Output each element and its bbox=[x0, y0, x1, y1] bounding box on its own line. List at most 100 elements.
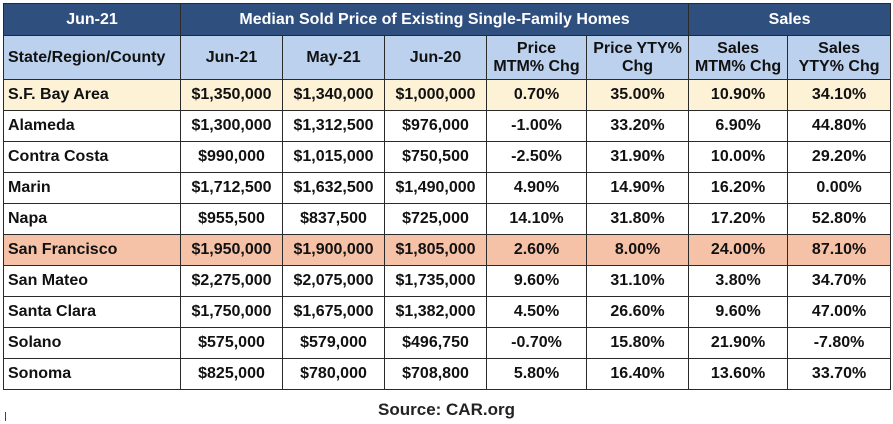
median-price-table: Jun-21 Median Sold Price of Existing Sin… bbox=[3, 3, 892, 390]
value-cell: -7.80% bbox=[787, 327, 892, 359]
value-cell: 9.60% bbox=[688, 296, 789, 328]
value-cell: $1,750,000 bbox=[180, 296, 283, 328]
value-cell: $976,000 bbox=[384, 110, 487, 142]
column-header-5: Price YTY% Chg bbox=[585, 35, 690, 80]
table-row: Napa $955,500 $837,500 $725,000 14.10% 31.80%… bbox=[3, 203, 892, 235]
value-cell: 10.00% bbox=[688, 141, 789, 173]
value-cell: 14.10% bbox=[486, 203, 587, 235]
value-cell: 6.90% bbox=[688, 110, 789, 142]
table-row: Sonoma $825,000 $780,000 $708,800 5.80% 16.40… bbox=[3, 358, 892, 390]
table-row: Contra Costa $990,000 $1,015,000 $750,500 -2… bbox=[3, 141, 892, 173]
value-cell: $1,000,000 bbox=[384, 79, 487, 111]
column-header-3: Jun-20 bbox=[384, 35, 487, 80]
value-cell: $708,800 bbox=[384, 358, 487, 390]
corner-tick-mark bbox=[5, 412, 6, 421]
value-cell: -0.70% bbox=[486, 327, 587, 359]
price-group-header: Median Sold Price of Existing Single-Fam… bbox=[179, 3, 690, 36]
value-cell: $725,000 bbox=[384, 203, 487, 235]
table-row: San Francisco $1,950,000 $1,900,000 $1,805,… bbox=[3, 234, 892, 266]
value-cell: 24.00% bbox=[688, 234, 789, 266]
value-cell: $1,735,000 bbox=[384, 265, 487, 297]
row-label-cell: Contra Costa bbox=[3, 141, 181, 173]
value-cell: $579,000 bbox=[282, 327, 385, 359]
value-cell: $1,340,000 bbox=[282, 79, 385, 111]
column-header-2: May-21 bbox=[282, 35, 385, 80]
value-cell: 8.00% bbox=[585, 234, 690, 266]
value-cell: 0.70% bbox=[486, 79, 587, 111]
row-label-cell: San Francisco bbox=[3, 234, 181, 266]
column-header-4: Price MTM% Chg bbox=[486, 35, 587, 80]
value-cell: 14.90% bbox=[585, 172, 690, 204]
value-cell: 34.70% bbox=[787, 265, 892, 297]
value-cell: 52.80% bbox=[787, 203, 892, 235]
value-cell: 17.20% bbox=[688, 203, 789, 235]
value-cell: $496,750 bbox=[384, 327, 487, 359]
row-label-cell: Sonoma bbox=[3, 358, 181, 390]
value-cell: 34.10% bbox=[787, 79, 892, 111]
value-cell: 16.40% bbox=[585, 358, 690, 390]
value-cell: $1,490,000 bbox=[384, 172, 487, 204]
value-cell: $575,000 bbox=[180, 327, 283, 359]
value-cell: 47.00% bbox=[787, 296, 892, 328]
row-label-cell: Napa bbox=[3, 203, 181, 235]
row-label-cell: San Mateo bbox=[3, 265, 181, 297]
value-cell: $1,300,000 bbox=[180, 110, 283, 142]
value-cell: 15.80% bbox=[585, 327, 690, 359]
value-cell: $2,075,000 bbox=[282, 265, 385, 297]
value-cell: $1,632,500 bbox=[282, 172, 385, 204]
table-row: S.F. Bay Area $1,350,000 $1,340,000 $1,000,… bbox=[3, 79, 892, 111]
value-cell: 10.90% bbox=[688, 79, 789, 111]
value-cell: 3.80% bbox=[688, 265, 789, 297]
table-row: Alameda $1,300,000 $1,312,500 $976,000 -1.00… bbox=[3, 110, 892, 142]
value-cell: $750,500 bbox=[384, 141, 487, 173]
top-period-header: Jun-21 bbox=[3, 3, 181, 36]
value-cell: $1,675,000 bbox=[282, 296, 385, 328]
value-cell: 29.20% bbox=[787, 141, 892, 173]
row-label-cell: Solano bbox=[3, 327, 181, 359]
value-cell: 2.60% bbox=[486, 234, 587, 266]
value-cell: 4.90% bbox=[486, 172, 587, 204]
table-row: Solano $575,000 $579,000 $496,750 -0.70% 15.8… bbox=[3, 327, 892, 359]
value-cell: 26.60% bbox=[585, 296, 690, 328]
row-label-cell: Santa Clara bbox=[3, 296, 181, 328]
source-note: Source: CAR.org bbox=[378, 400, 515, 419]
table-row: San Mateo $2,275,000 $2,075,000 $1,735,000 9… bbox=[3, 265, 892, 297]
value-cell: $1,015,000 bbox=[282, 141, 385, 173]
value-cell: 31.90% bbox=[585, 141, 690, 173]
value-cell: $1,382,000 bbox=[384, 296, 487, 328]
value-cell: $1,312,500 bbox=[282, 110, 385, 142]
value-cell: 16.20% bbox=[688, 172, 789, 204]
table-row: Marin $1,712,500 $1,632,500 $1,490,000 4.90%… bbox=[3, 172, 892, 204]
value-cell: 31.80% bbox=[585, 203, 690, 235]
sales-group-header: Sales bbox=[688, 3, 892, 36]
column-header-6: Sales MTM% Chg bbox=[688, 35, 789, 80]
value-cell: 13.60% bbox=[688, 358, 789, 390]
value-cell: 33.20% bbox=[585, 110, 690, 142]
row-label-cell: Marin bbox=[3, 172, 181, 204]
value-cell: $780,000 bbox=[282, 358, 385, 390]
value-cell: $990,000 bbox=[180, 141, 283, 173]
value-cell: $837,500 bbox=[282, 203, 385, 235]
value-cell: 4.50% bbox=[486, 296, 587, 328]
value-cell: $1,350,000 bbox=[180, 79, 283, 111]
column-header-1: Jun-21 bbox=[180, 35, 283, 80]
value-cell: 31.10% bbox=[585, 265, 690, 297]
value-cell: 0.00% bbox=[787, 172, 892, 204]
value-cell: $1,900,000 bbox=[282, 234, 385, 266]
value-cell: $2,275,000 bbox=[180, 265, 283, 297]
value-cell: $1,712,500 bbox=[180, 172, 283, 204]
value-cell: $1,950,000 bbox=[180, 234, 283, 266]
value-cell: -2.50% bbox=[486, 141, 587, 173]
value-cell: 33.70% bbox=[787, 358, 892, 390]
column-header-7: Sales YTY% Chg bbox=[787, 35, 892, 80]
row-label-cell: Alameda bbox=[3, 110, 181, 142]
value-cell: 87.10% bbox=[787, 234, 892, 266]
value-cell: $955,500 bbox=[180, 203, 283, 235]
value-cell: 21.90% bbox=[688, 327, 789, 359]
value-cell: 9.60% bbox=[486, 265, 587, 297]
column-header-0: State/Region/County bbox=[3, 35, 181, 80]
value-cell: -1.00% bbox=[486, 110, 587, 142]
value-cell: $825,000 bbox=[180, 358, 283, 390]
value-cell: 5.80% bbox=[486, 358, 587, 390]
value-cell: 35.00% bbox=[585, 79, 690, 111]
